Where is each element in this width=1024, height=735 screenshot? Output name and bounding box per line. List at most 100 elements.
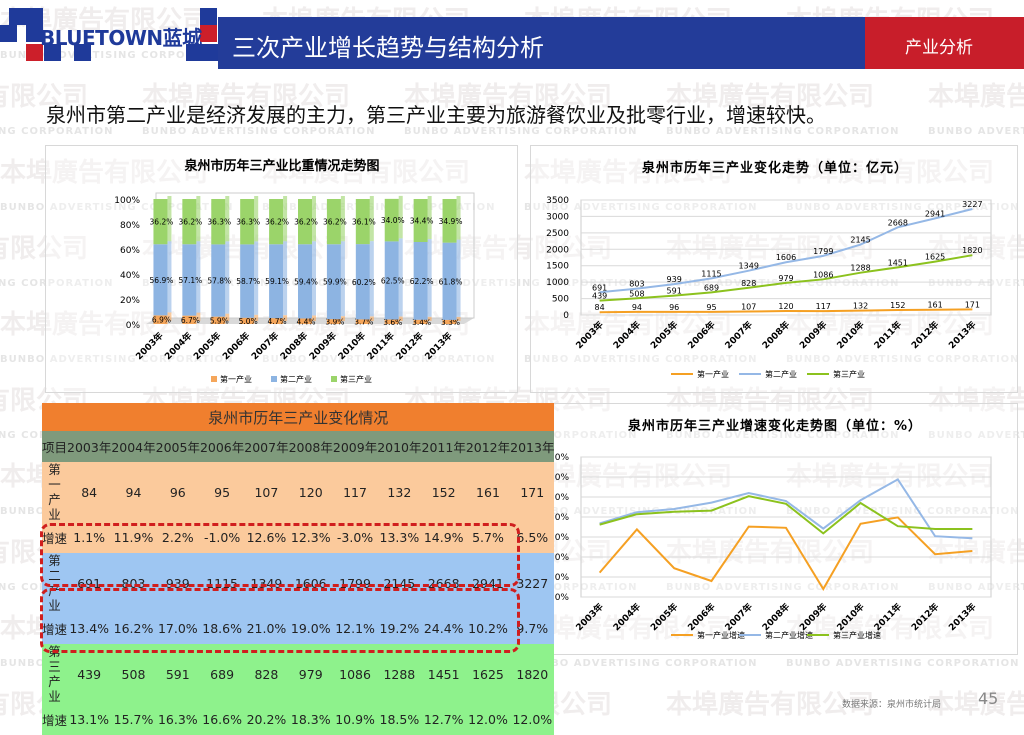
bar-segment — [298, 244, 312, 319]
y-tick-label: 1000 — [546, 278, 569, 288]
data-label: 94 — [632, 303, 642, 312]
table-header-row: 项目 2003年 2004年 2005年 2006年 2007年 2008年 2009年 201… — [42, 431, 555, 462]
section-tag: 产业分析 — [865, 17, 1024, 69]
table-cell: 1115 — [199, 553, 245, 613]
x-tick-label: 2012年 — [909, 601, 942, 634]
y-tick-label: 3500 — [546, 196, 569, 206]
y-tick-label: 3000 — [546, 212, 569, 222]
series-line — [599, 254, 973, 302]
column-header: 2013年 — [510, 431, 555, 462]
bar-segment — [182, 315, 197, 324]
table-cell: 12.7% — [421, 704, 466, 735]
bar-side — [167, 241, 172, 313]
data-label: 34.9% — [439, 217, 463, 226]
table-cell: 24.4% — [421, 613, 466, 644]
table-cell: 13.4% — [67, 613, 112, 644]
bar-side — [312, 241, 316, 316]
data-label: 36.2% — [150, 218, 174, 227]
row-label: 第二产业 — [42, 553, 68, 613]
table-cell: 1799 — [332, 553, 378, 613]
legend-swatch — [331, 376, 337, 382]
x-tick-label: 2008年 — [278, 330, 311, 363]
x-tick-label: 2008年 — [760, 601, 793, 634]
table-cell: 803 — [111, 553, 156, 613]
data-label: 439 — [592, 292, 607, 301]
y-tick-label: 2000 — [546, 245, 569, 255]
table-row: 增速 13.4% 16.2% 17.0% 18.6% 21.0% 19.0% 12.1% 19.… — [42, 613, 555, 644]
bar-side — [456, 239, 461, 317]
table-title: 泉州市历年三产业变化情况 — [42, 403, 555, 431]
x-tick-label: 2011年 — [871, 601, 904, 634]
bar-side — [196, 312, 201, 321]
bar-segment — [384, 241, 399, 320]
x-tick-label: 2006年 — [220, 330, 253, 363]
bar-segment — [413, 319, 428, 324]
table-cell: -3.0% — [332, 522, 378, 553]
data-label: 36.2% — [294, 218, 318, 227]
data-label: 57.1% — [178, 276, 202, 285]
legend-label: 第二产业增速 — [765, 630, 813, 640]
bar-side — [225, 196, 230, 242]
data-label: 120 — [778, 302, 793, 311]
row-label: 第三产业 — [42, 644, 68, 704]
y-tick-label: 0.0% — [546, 573, 569, 583]
bar-segment — [182, 244, 197, 316]
table-cell: 84 — [67, 462, 112, 522]
column-header: 2012年 — [465, 431, 511, 462]
bar-side — [427, 239, 432, 317]
table-cell: 1625 — [465, 644, 511, 704]
table-cell: 21.0% — [244, 613, 289, 644]
series-line — [598, 516, 973, 591]
table-cell: 1451 — [421, 644, 466, 704]
bar-side — [283, 196, 288, 242]
data-label: 2668 — [888, 218, 908, 227]
column-header: 2005年 — [155, 431, 200, 462]
y-tick-label: -5.0% — [543, 593, 570, 603]
bar-side — [427, 316, 432, 321]
column-header: 2009年 — [332, 431, 378, 462]
table-row: 第二产业 691 803 939 1115 1349 1606 1799 2145 2668 294… — [42, 553, 555, 613]
bar-side — [398, 316, 403, 321]
x-tick-label: 2006年 — [685, 601, 718, 634]
table-cell: 9.7% — [510, 613, 555, 644]
table-row: 增速 1.1% 11.9% 2.2% -1.0% 12.6% 12.3% -3.0% 13.3%… — [42, 522, 555, 553]
bar-segment — [153, 199, 168, 245]
bar-side — [398, 238, 403, 317]
series-line — [599, 478, 973, 540]
table-cell: 691 — [67, 553, 112, 613]
data-label: 979 — [778, 274, 793, 283]
y-tick-label: 0% — [126, 321, 141, 331]
y-tick-label: 1500 — [546, 262, 569, 272]
bar-segment — [211, 244, 226, 317]
title-bar: 三次产业增长趋势与结构分析 — [218, 17, 865, 69]
output-chart: 泉州市历年三产业变化走势（单位：亿元） 0 500 1000 1500 2000 2500 3… — [530, 145, 1018, 393]
table-cell: 12.3% — [288, 522, 333, 553]
table-cell: 689 — [199, 644, 245, 704]
table-row: 增速 13.1% 15.7% 16.3% 16.6% 20.2% 18.3% 10.9% 18.… — [42, 704, 555, 735]
data-label: 152 — [890, 301, 905, 310]
table-cell: 10.2% — [465, 613, 511, 644]
table-cell: 12.0% — [465, 704, 511, 735]
table-cell: 6.5% — [510, 522, 555, 553]
bar-segment — [355, 244, 370, 320]
legend-label: 第一产业增速 — [697, 630, 745, 640]
data-label: 58.7% — [236, 277, 260, 286]
bar-segment — [384, 198, 399, 242]
bar-segment — [240, 244, 255, 318]
x-tick-label: 2010年 — [335, 330, 368, 363]
table-cell: 12.0% — [510, 704, 555, 735]
data-label: 6.7% — [181, 316, 200, 325]
logo: BLUETOWN蓝城 — [40, 26, 202, 50]
data-label: 60.2% — [352, 278, 376, 287]
column-header: 2008年 — [288, 431, 333, 462]
watermark-text: 本埠廣告有限公司 — [928, 82, 1024, 112]
bar-segment — [182, 199, 197, 245]
y-tick-label: 60% — [120, 246, 140, 256]
x-tick-label: 2005年 — [648, 319, 681, 352]
headline: 泉州市第二产业是经济发展的主力，第三产业主要为旅游餐饮业及批零行业，增速较快。 — [46, 103, 826, 127]
bar-side — [167, 196, 172, 242]
table-cell: 15.7% — [111, 704, 156, 735]
bar-side — [254, 196, 259, 242]
x-tick-label: 2007年 — [249, 330, 282, 363]
data-label: 36.2% — [323, 218, 347, 227]
